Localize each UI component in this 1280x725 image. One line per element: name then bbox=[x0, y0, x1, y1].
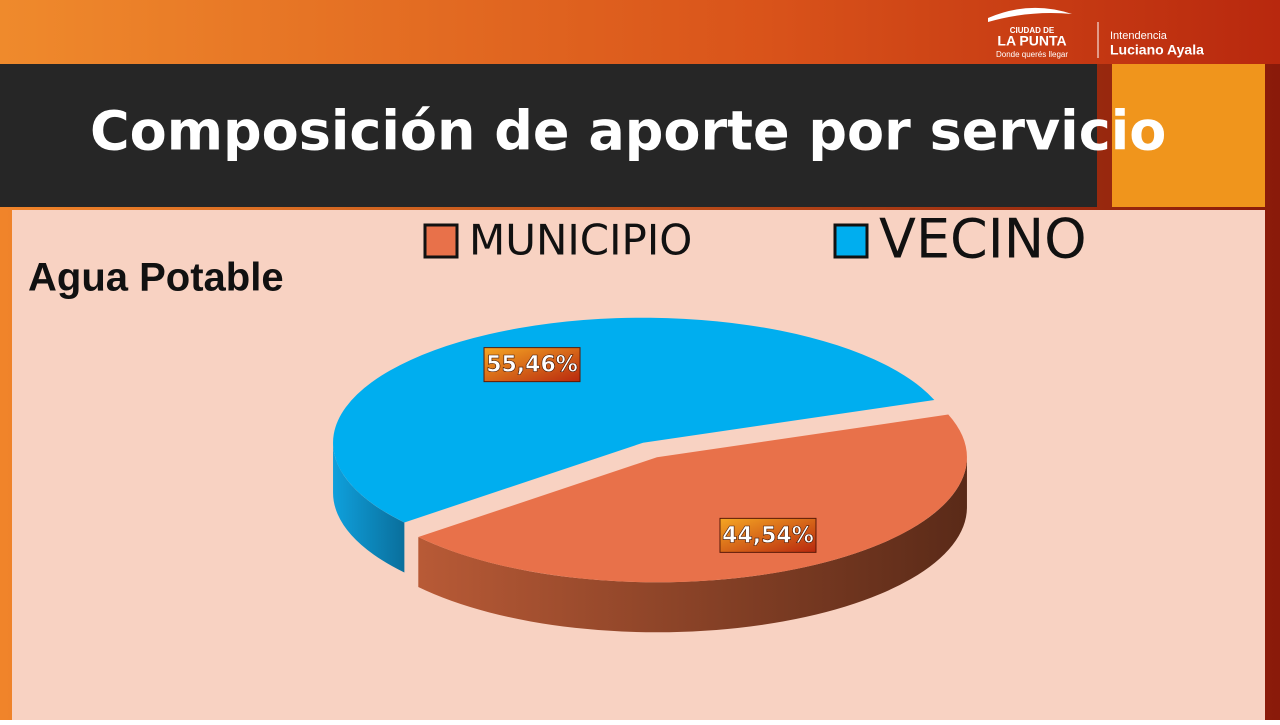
title-bar bbox=[0, 64, 1097, 207]
slice bbox=[333, 317, 935, 523]
top-band bbox=[0, 0, 1280, 64]
slide-title: Composición de aporte por servicio bbox=[90, 100, 1166, 163]
logo-text: Donde querés llegar bbox=[996, 50, 1068, 59]
slice-side bbox=[333, 442, 405, 573]
data-label: 44,54% bbox=[722, 523, 814, 548]
data-label-box bbox=[719, 517, 817, 553]
logo-text: Intendencia bbox=[1110, 30, 1168, 42]
logo-text: LA PUNTA bbox=[997, 33, 1066, 49]
logo-text: Luciano Ayala bbox=[1110, 42, 1204, 58]
legend-swatch bbox=[833, 223, 869, 259]
chart-title: Agua Potable bbox=[28, 256, 284, 300]
legend-label: MUNICIPIO bbox=[469, 216, 692, 265]
legend-swatch bbox=[423, 223, 459, 259]
slice bbox=[418, 414, 967, 583]
logo-text: CIUDAD DE bbox=[1010, 26, 1055, 35]
slice-side bbox=[418, 457, 967, 633]
logo-wave bbox=[988, 7, 1072, 22]
accent-block bbox=[1112, 64, 1265, 207]
legend-label: VECINO bbox=[879, 208, 1087, 271]
data-label: 55,46% bbox=[486, 353, 578, 378]
chart: 44,54% 55,46% MUNICIPIO VECINO bbox=[333, 208, 1087, 633]
data-label-box bbox=[483, 347, 581, 383]
